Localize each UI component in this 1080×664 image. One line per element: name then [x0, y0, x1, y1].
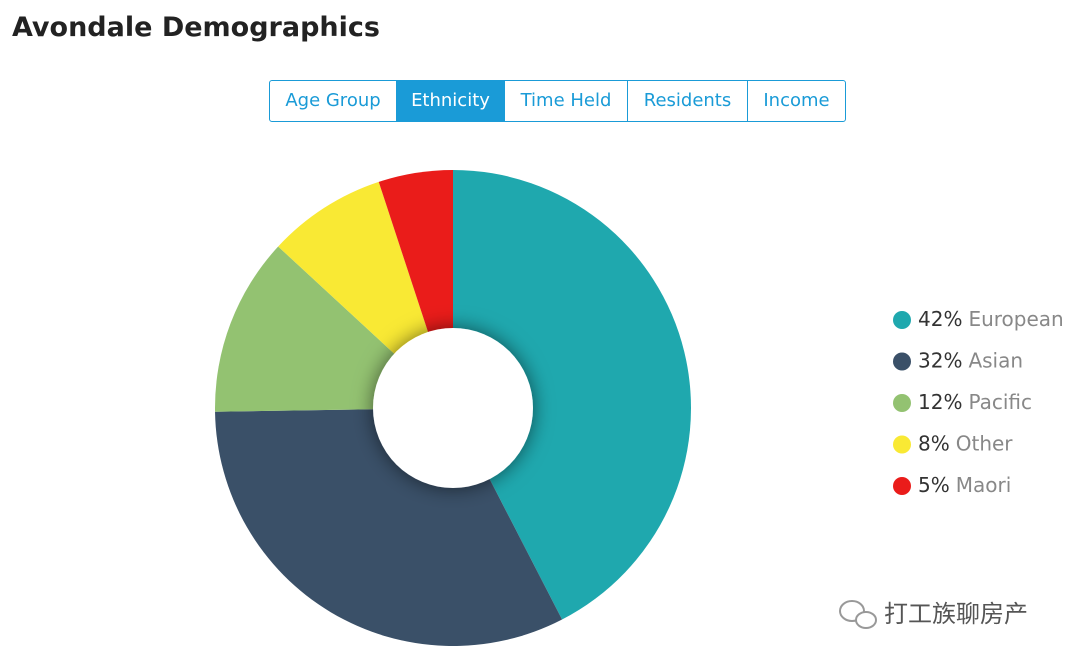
- legend-label: Pacific: [968, 390, 1032, 414]
- watermark-text: 打工族聊房产: [884, 600, 1028, 628]
- legend-marker: [893, 352, 911, 371]
- legend-entry: 5% Maori: [918, 473, 1011, 497]
- tab-bar: Age Group Ethnicity Time Held Residents Inco…: [269, 80, 846, 122]
- donut-slice: [453, 170, 691, 620]
- watermark-icon: [839, 600, 865, 622]
- donut-hole: [373, 328, 533, 488]
- watermark: 打工族聊房产: [839, 600, 1028, 629]
- watermark-icon: [855, 611, 877, 629]
- legend-label: Asian: [968, 348, 1023, 372]
- legend-label: Other: [956, 431, 1014, 455]
- legend-marker: [893, 477, 911, 495]
- legend-label: Maori: [956, 473, 1012, 497]
- legend-entry: 32% Asian: [918, 348, 1023, 372]
- legend-value: 12%: [918, 390, 962, 414]
- legend-label: European: [968, 307, 1063, 331]
- legend-marker: [893, 435, 911, 454]
- legend-marker: [893, 394, 911, 412]
- page-title: Avondale Demographics: [12, 12, 380, 43]
- legend-value: 5%: [918, 473, 950, 497]
- legend-entry: 42% European: [918, 307, 1064, 331]
- legend-value: 42%: [918, 307, 962, 331]
- tab[interactable]: Ethnicity: [397, 81, 505, 121]
- legend-entry: 8% Other: [918, 431, 1013, 455]
- legend-marker: [893, 311, 911, 329]
- legend-value: 8%: [918, 431, 950, 455]
- legend-value: 32%: [918, 348, 962, 372]
- tab[interactable]: Residents: [628, 81, 748, 121]
- tab[interactable]: Income: [763, 90, 830, 111]
- legend-entry: 12% Pacific: [918, 390, 1032, 414]
- tab[interactable]: Age Group: [270, 81, 397, 121]
- tab[interactable]: Time Held: [505, 81, 628, 121]
